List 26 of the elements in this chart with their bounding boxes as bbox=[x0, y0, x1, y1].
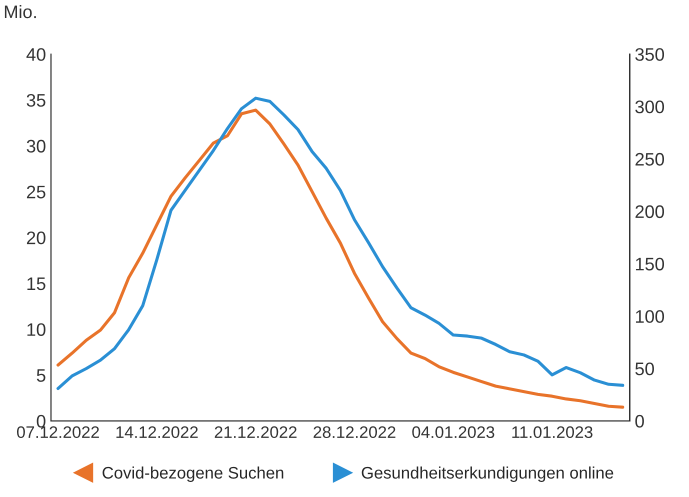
y-tick-label: 20 bbox=[26, 232, 46, 244]
y-tick-label: 5 bbox=[36, 369, 46, 382]
x-tick-label: 04.01.2023 bbox=[412, 426, 494, 438]
y-tick-label: 30 bbox=[26, 140, 46, 153]
y2-tick-label: 200 bbox=[636, 205, 664, 218]
y2-tick-label: 50 bbox=[635, 362, 654, 376]
legend-label: Covid-bezogene Suchen bbox=[102, 466, 284, 482]
y-axis-title: Mio. bbox=[4, 4, 36, 18]
y2-tick-label: 100 bbox=[636, 310, 664, 323]
y-tick-label: 10 bbox=[27, 323, 46, 336]
x-tick-label: 11.01.2023 bbox=[512, 426, 592, 438]
y-tick-label: 15 bbox=[27, 278, 46, 290]
y-tick-label: 0 bbox=[36, 414, 46, 428]
y2-tick-label: 150 bbox=[636, 258, 664, 270]
x-tick-label: 21.12.2022 bbox=[214, 426, 297, 438]
y-tick-label: 35 bbox=[26, 94, 46, 107]
y2-tick-label: 0 bbox=[635, 414, 644, 428]
legend-label: Gesundheitserkundigungen online bbox=[362, 466, 614, 482]
x-tick-label: 14.12.2022 bbox=[116, 426, 198, 438]
x-tick-label: 07.12.2022 bbox=[16, 426, 99, 438]
y-tick-label: 25 bbox=[26, 186, 46, 198]
y2-tick-label: 300 bbox=[635, 100, 664, 114]
y2-tick-label: 350 bbox=[635, 48, 664, 61]
x-tick-label: 28.12.2022 bbox=[314, 426, 396, 438]
y2-tick-label: 250 bbox=[636, 152, 664, 166]
y-tick-label: 40 bbox=[26, 48, 46, 61]
